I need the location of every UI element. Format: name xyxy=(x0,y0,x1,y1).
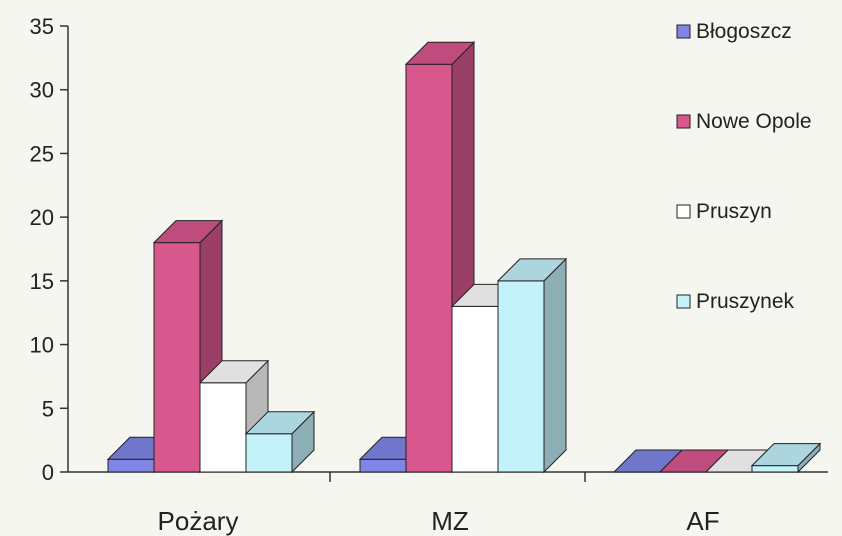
legend-label: Błogoszcz xyxy=(696,20,792,43)
bar-front xyxy=(199,382,247,473)
legend-item: Nowe Opole xyxy=(676,110,812,133)
legend: Błogoszcz Nowe Opole Pruszyn Pruszynek xyxy=(676,20,812,313)
y-tick-label: 0 xyxy=(42,460,54,485)
bar-top xyxy=(404,41,476,65)
bar-front xyxy=(497,280,545,473)
y-tick-label: 30 xyxy=(30,78,54,103)
legend-item: Błogoszcz xyxy=(676,20,792,43)
axis-labels: 0 5 10 15 20 25 30 35 Pożary MZ AF xyxy=(30,14,720,536)
bar-front xyxy=(107,458,155,473)
bar-top xyxy=(244,411,316,435)
bar-top xyxy=(198,360,270,384)
legend-label: Nowe Opole xyxy=(696,110,812,133)
bars xyxy=(106,41,822,474)
legend-swatch xyxy=(676,24,691,39)
legend-swatch xyxy=(676,114,691,129)
bar-front xyxy=(359,458,407,473)
y-tick-label: 5 xyxy=(42,396,54,421)
bar-top xyxy=(750,443,822,467)
legend-item: Pruszynek xyxy=(676,290,795,313)
legend-label: Pruszyn xyxy=(696,200,772,223)
bar-front xyxy=(751,465,799,473)
y-tick-label: 35 xyxy=(30,14,54,39)
y-tick-label: 20 xyxy=(30,205,54,230)
x-category-label: AF xyxy=(686,506,719,536)
legend-swatch xyxy=(676,294,691,309)
legend-label: Pruszynek xyxy=(696,290,795,313)
x-category-label: Pożary xyxy=(158,506,239,536)
bar xyxy=(244,410,316,474)
y-tick-label: 15 xyxy=(30,269,54,294)
y-tick-label: 25 xyxy=(30,141,54,166)
bar-front xyxy=(245,433,293,473)
bar xyxy=(750,442,822,474)
legend-swatch xyxy=(676,204,691,219)
bar-front xyxy=(153,242,201,473)
x-category-label: MZ xyxy=(431,506,469,536)
bar-front xyxy=(451,305,499,473)
bar xyxy=(496,257,568,474)
bar-front xyxy=(405,63,453,473)
legend-item: Pruszyn xyxy=(676,200,772,223)
bar-side xyxy=(543,257,567,474)
bar-top xyxy=(496,258,568,282)
y-tick-label: 10 xyxy=(30,333,54,358)
bar-top xyxy=(152,220,224,244)
